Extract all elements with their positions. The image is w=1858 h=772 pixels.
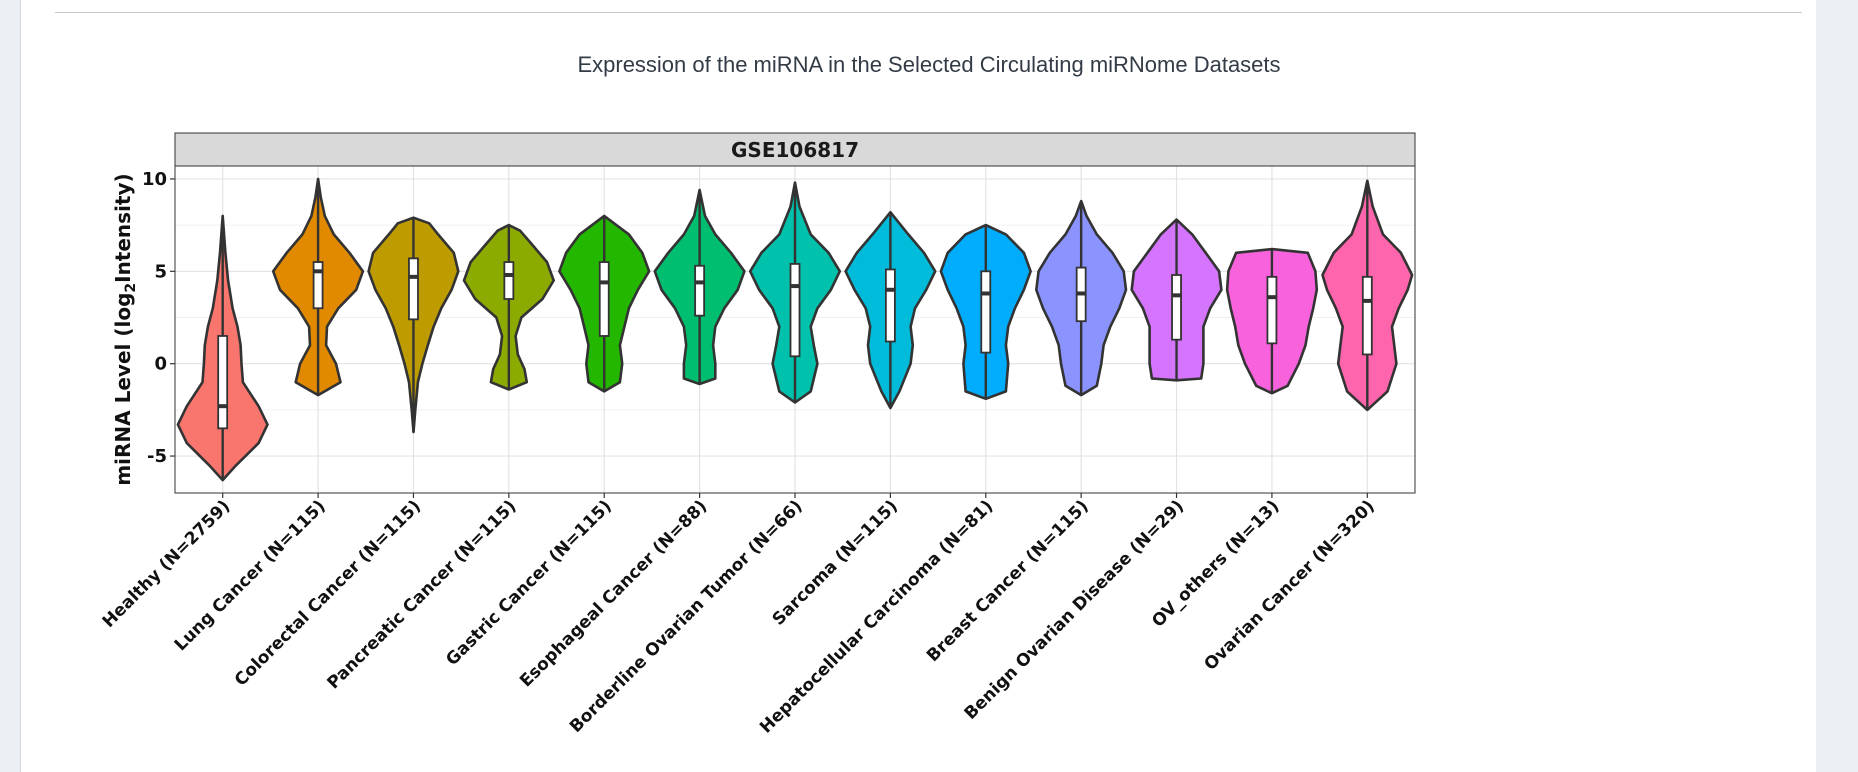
violin-group-4 (558, 214, 651, 393)
x-tick-label-5: Esophageal Cancer (N=88) (516, 496, 711, 691)
box-8 (980, 270, 992, 354)
violin-group-7 (844, 210, 937, 410)
facet-title: GSE106817 (731, 138, 859, 162)
box-7 (884, 268, 896, 343)
box-5 (694, 264, 706, 317)
violin-group-3 (462, 223, 555, 391)
violin-group-1 (271, 177, 365, 397)
y-tick-label-2: 0 (154, 354, 167, 375)
violin-group-0 (176, 214, 269, 482)
violin-group-9 (1035, 199, 1128, 397)
x-tick-label-2: Colorectal Cancer (N=115) (231, 496, 425, 690)
x-tick-label-3: Pancreatic Cancer (N=115) (323, 496, 520, 693)
box-6 (789, 263, 801, 358)
facet-strip (174, 132, 1416, 167)
x-tick-label-9: Breast Cancer (N=115) (923, 496, 1093, 666)
box-12 (1361, 275, 1373, 356)
x-tick-label-12: Ovarian Cancer (N=320) (1201, 496, 1379, 674)
box-10 (1171, 274, 1182, 341)
violin-group-5 (653, 188, 746, 386)
violin-group-6 (748, 181, 842, 404)
y-tick-label-0: 10 (142, 169, 167, 190)
box-3 (503, 261, 515, 300)
x-tick-label-1: Lung Cancer (N=115) (171, 496, 330, 655)
x-tick-label-10: Benign Ovarian Disease (N=29) (961, 496, 1188, 723)
section-divider (55, 12, 1802, 13)
violin-group-10 (1130, 218, 1223, 382)
box-0 (217, 335, 229, 430)
violin-group-12 (1321, 179, 1414, 412)
page-title: Expression of the miRNA in the Selected … (577, 52, 1281, 77)
x-tick-label-4: Gastric Cancer (N=115) (442, 496, 615, 669)
box-4 (598, 261, 610, 337)
page-background-right (1816, 0, 1858, 772)
y-tick-label-3: -5 (147, 446, 167, 467)
y-tick-label-1: 5 (154, 261, 167, 282)
page-background-left (0, 0, 20, 772)
box-11 (1266, 275, 1278, 345)
violin-group-11 (1225, 247, 1319, 395)
violin-group-8 (939, 223, 1032, 401)
box-2 (408, 257, 419, 321)
violin-group-2 (367, 216, 460, 434)
box-1 (312, 261, 324, 310)
y-axis-label: miRNA Level (log2Intensity) (111, 173, 139, 485)
